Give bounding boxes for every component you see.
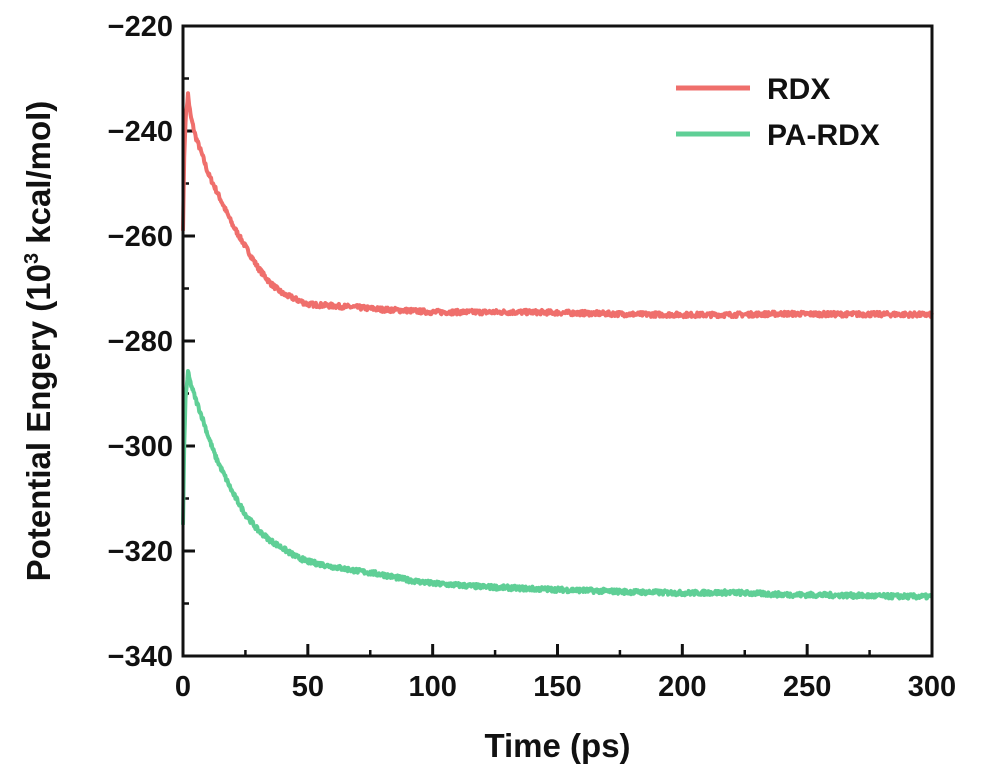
legend-label-pa-rdx: PA-RDX xyxy=(767,119,880,152)
x-tick-label: 300 xyxy=(908,671,956,703)
y-tick-label: −220 xyxy=(108,11,173,43)
x-tick-label: 100 xyxy=(408,671,456,703)
x-tick-label: 200 xyxy=(658,671,706,703)
y-axis-title: Potential Engery (103 kcal/mol) xyxy=(20,101,57,582)
x-tick-label: 0 xyxy=(175,671,191,703)
y-tick-label: −240 xyxy=(108,116,173,148)
legend: RDX PA-RDX xyxy=(676,73,880,152)
y-tick-label: −300 xyxy=(108,431,173,463)
plot-frame xyxy=(181,24,934,658)
y-tick-label: −320 xyxy=(108,536,173,568)
y-tick-label: −280 xyxy=(108,326,173,358)
series-lines xyxy=(181,91,934,601)
y-axis-title-superscript: 3 xyxy=(21,253,43,264)
legend-label-rdx: RDX xyxy=(767,73,830,106)
series-line-rdx xyxy=(181,91,934,320)
x-tick-label: 50 xyxy=(292,671,324,703)
y-axis-title-prefix: Potential Engery (10 xyxy=(20,264,57,581)
tick-labels: 0 50 100 150 200 250 300 −220 −240 −260 −280 −300 −3… xyxy=(108,11,957,703)
y-tick-label: −340 xyxy=(108,641,173,673)
y-tick-label: −260 xyxy=(108,221,173,253)
x-tick-label: 250 xyxy=(783,671,831,703)
x-axis-title: Time (ps) xyxy=(484,727,630,764)
y-axis-title-suffix: kcal/mol) xyxy=(20,101,57,253)
series-line-pa-rdx xyxy=(181,369,934,601)
x-tick-label: 150 xyxy=(533,671,581,703)
